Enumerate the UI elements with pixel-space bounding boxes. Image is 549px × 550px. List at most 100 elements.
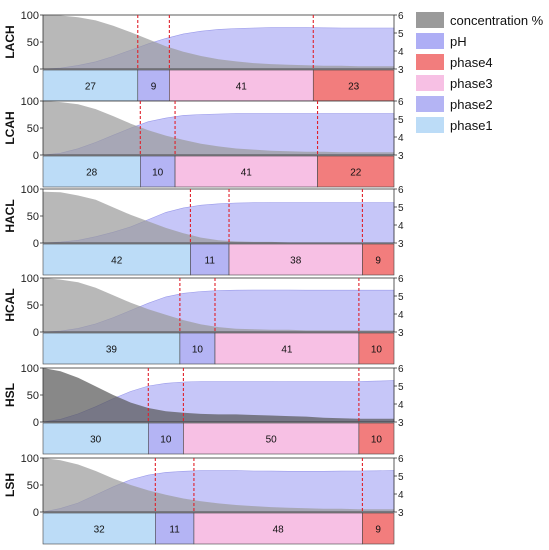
phase-bar-HSL-phase2 xyxy=(148,422,184,455)
left-tick-label: 0 xyxy=(33,64,39,76)
phase-value-label: 50 xyxy=(266,435,278,446)
phase-bar-LACH-phase4 xyxy=(312,69,395,102)
phase-bar-LSH-phase4 xyxy=(362,512,395,545)
phase-value-label: 9 xyxy=(375,256,381,267)
right-tick-label: 3 xyxy=(398,239,404,250)
phase-value-label: 48 xyxy=(273,525,285,536)
phase-value-label: 39 xyxy=(106,345,118,356)
legend-swatch-concentration xyxy=(416,12,444,28)
left-tick-label: 50 xyxy=(27,37,39,49)
left-tick-label: 100 xyxy=(21,96,39,108)
phase-value-label: 41 xyxy=(281,345,293,356)
left-tick-label: 0 xyxy=(33,150,39,162)
phase-bar-HCAL-phase2 xyxy=(179,332,216,365)
phase-value-label: 11 xyxy=(205,256,216,267)
phase-value-label: 27 xyxy=(85,82,97,93)
legend-label: phase2 xyxy=(450,96,493,112)
phase-bar-LACH-phase3 xyxy=(169,69,314,102)
right-tick-label: 4 xyxy=(398,310,404,321)
concentration-area-HACL xyxy=(43,191,394,243)
legend-item-phase1: phase1 xyxy=(416,115,543,135)
phase-value-label: 9 xyxy=(151,82,157,93)
legend-item-ph: pH xyxy=(416,31,543,51)
phase-bar-LCAH-phase1 xyxy=(42,155,141,188)
right-tick-label: 6 xyxy=(398,454,404,465)
left-tick-label: 50 xyxy=(27,480,39,492)
panel-label-HSL: HSL xyxy=(3,383,17,407)
phase-value-label: 41 xyxy=(241,168,253,179)
legend-item-phase3: phase3 xyxy=(416,73,543,93)
left-tick-label: 100 xyxy=(21,273,39,285)
left-tick-label: 0 xyxy=(33,238,39,250)
left-tick-label: 100 xyxy=(21,10,39,22)
left-tick-label: 50 xyxy=(27,123,39,135)
left-tick-label: 100 xyxy=(21,453,39,465)
phase-value-label: 9 xyxy=(375,525,381,536)
right-tick-label: 6 xyxy=(398,274,404,285)
right-tick-label: 6 xyxy=(398,11,404,22)
legend-item-phase4: phase4 xyxy=(416,52,543,72)
legend-swatch-phase1 xyxy=(416,117,444,133)
left-tick-label: 50 xyxy=(27,211,39,223)
left-tick-label: 50 xyxy=(27,300,39,312)
legend-swatch-phase3 xyxy=(416,75,444,91)
panel-label-HCAL: HCAL xyxy=(3,288,17,321)
phase-value-label: 38 xyxy=(290,256,302,267)
concentration-area-HSL xyxy=(43,368,394,422)
right-tick-label: 6 xyxy=(398,185,404,196)
right-tick-label: 6 xyxy=(398,97,404,108)
phase-bar-LCAH-phase4 xyxy=(317,155,395,188)
right-tick-label: 5 xyxy=(398,472,404,483)
phase-value-label: 10 xyxy=(371,435,383,446)
phase-bar-LCAH-phase3 xyxy=(174,155,318,188)
right-tick-label: 5 xyxy=(398,29,404,40)
phase-bar-HSL-phase4 xyxy=(358,422,395,455)
phase-bar-HSL-phase1 xyxy=(42,422,149,455)
left-tick-label: 100 xyxy=(21,363,39,375)
right-tick-label: 5 xyxy=(398,203,404,214)
phase-bar-LSH-phase3 xyxy=(193,512,363,545)
right-tick-label: 5 xyxy=(398,292,404,303)
right-tick-label: 3 xyxy=(398,65,404,76)
right-tick-label: 3 xyxy=(398,508,404,519)
phase-value-label: 28 xyxy=(86,168,98,179)
legend-item-phase2: phase2 xyxy=(416,94,543,114)
concentration-area-LACH xyxy=(43,15,394,69)
legend-label: phase1 xyxy=(450,117,493,133)
left-tick-label: 50 xyxy=(27,390,39,402)
right-tick-label: 3 xyxy=(398,328,404,339)
right-tick-label: 4 xyxy=(398,490,404,501)
phase-bar-LSH-phase1 xyxy=(42,512,156,545)
phase-bar-HACL-phase2 xyxy=(190,243,230,276)
legend-swatch-phase2 xyxy=(416,96,444,112)
phase-value-label: 42 xyxy=(111,256,123,267)
phase-bar-HSL-phase3 xyxy=(183,422,360,455)
legend-item-concentration: concentration % xyxy=(416,10,543,30)
legend-label: pH xyxy=(450,33,467,49)
phase-value-label: 23 xyxy=(348,82,360,93)
legend-label: phase4 xyxy=(450,54,493,70)
panel-label-LACH: LACH xyxy=(3,25,17,58)
right-tick-label: 3 xyxy=(398,418,404,429)
phase-value-label: 30 xyxy=(90,435,102,446)
panel-label-HACL: HACL xyxy=(3,199,17,232)
right-tick-label: 4 xyxy=(398,133,404,144)
legend-label: phase3 xyxy=(450,75,493,91)
phase-value-label: 10 xyxy=(371,345,383,356)
phase-value-label: 11 xyxy=(169,525,180,536)
phase-bar-HACL-phase3 xyxy=(228,243,363,276)
right-tick-label: 4 xyxy=(398,221,404,232)
phase-bar-HACL-phase4 xyxy=(362,243,395,276)
phase-bar-HACL-phase1 xyxy=(42,243,191,276)
legend-label: concentration % xyxy=(450,12,544,28)
phase-value-label: 10 xyxy=(160,435,172,446)
phase-value-label: 10 xyxy=(192,345,204,356)
legend: concentration % pH phase4 phase3 phase2 phase… xyxy=(416,10,543,136)
phase-bar-LSH-phase2 xyxy=(155,512,195,545)
concentration-area-HCAL xyxy=(43,278,394,332)
left-tick-label: 0 xyxy=(33,327,39,339)
phase-bar-HCAL-phase1 xyxy=(42,332,181,365)
panel-label-LSH: LSH xyxy=(3,473,17,497)
phase-bar-HCAL-phase4 xyxy=(358,332,395,365)
